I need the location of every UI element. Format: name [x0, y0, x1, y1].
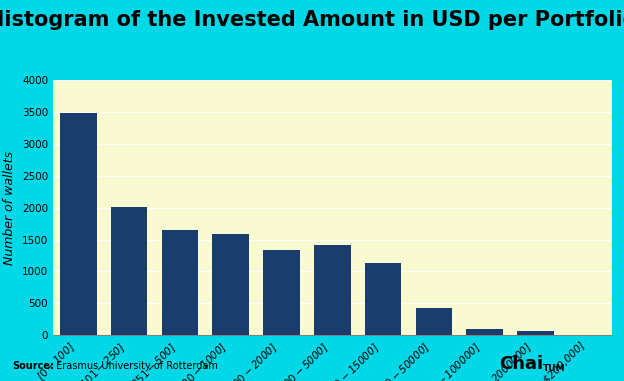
Bar [416, 308, 452, 335]
Bar [111, 207, 147, 335]
Bar [314, 245, 351, 335]
Bar [212, 234, 249, 335]
Bar [263, 250, 300, 335]
Text: Source:: Source: [12, 362, 54, 371]
Bar [60, 112, 97, 335]
Bar [162, 230, 198, 335]
Bar [517, 331, 553, 335]
Bar [365, 263, 401, 335]
Text: Chai: Chai [499, 355, 544, 373]
Text: Erasmus University of Rotterdam: Erasmus University of Rotterdam [53, 362, 218, 371]
Y-axis label: Number of wallets: Number of wallets [3, 150, 16, 265]
Text: TUM: TUM [543, 364, 565, 373]
Text: Histogram of the Invested Amount in USD per Portfolio: Histogram of the Invested Amount in USD … [0, 10, 624, 29]
Bar [466, 329, 503, 335]
